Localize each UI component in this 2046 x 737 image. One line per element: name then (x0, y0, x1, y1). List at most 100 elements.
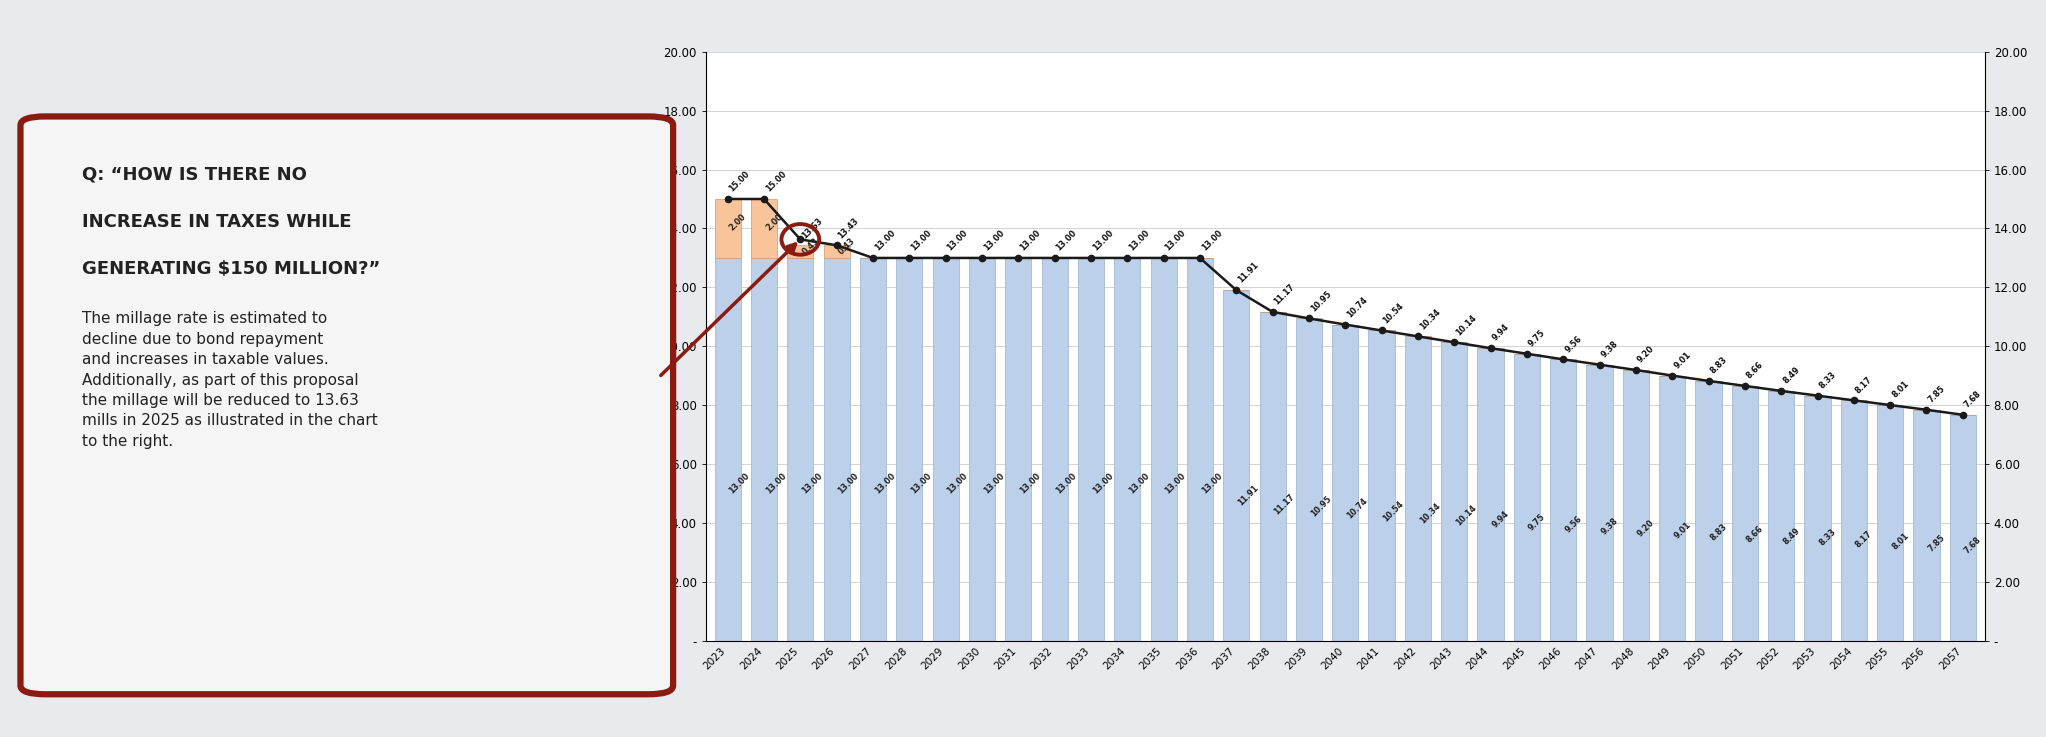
Text: 9.38: 9.38 (1600, 516, 1620, 536)
Text: 8.17: 8.17 (1854, 529, 1874, 550)
Text: 9.75: 9.75 (1526, 511, 1547, 532)
Text: 13.00: 13.00 (1199, 472, 1224, 495)
Text: 11.17: 11.17 (1273, 282, 1297, 307)
Bar (751, 199, 777, 258)
Bar (1841, 400, 1866, 641)
Text: 15.00: 15.00 (763, 170, 788, 194)
Text: GENERATING $150 MILLION?”: GENERATING $150 MILLION?” (82, 260, 381, 278)
Text: 10.54: 10.54 (1381, 301, 1406, 325)
Text: 10.95: 10.95 (1309, 495, 1334, 519)
Text: 11.91: 11.91 (1236, 483, 1260, 508)
Text: 8.01: 8.01 (1891, 380, 1911, 399)
Bar (1078, 258, 1105, 641)
Text: 8.33: 8.33 (1817, 370, 1837, 391)
Text: 2.00: 2.00 (763, 212, 784, 233)
Text: 10.34: 10.34 (1418, 307, 1442, 331)
Bar (1005, 258, 1031, 641)
Text: 9.20: 9.20 (1637, 344, 1655, 365)
Bar (1696, 381, 1721, 641)
Bar (1406, 336, 1430, 641)
Text: 7.68: 7.68 (1962, 535, 1983, 555)
Bar (1150, 258, 1176, 641)
Text: 9.20: 9.20 (1637, 518, 1655, 538)
Text: 13.00: 13.00 (874, 228, 896, 253)
Text: 13.00: 13.00 (800, 472, 825, 495)
Text: 9.56: 9.56 (1563, 334, 1584, 354)
Text: 7.85: 7.85 (1927, 384, 1948, 405)
Bar (1295, 318, 1322, 641)
Text: 13.00: 13.00 (908, 472, 933, 495)
Text: 10.14: 10.14 (1455, 312, 1479, 337)
Text: 13.00: 13.00 (1054, 472, 1078, 495)
Text: 8.66: 8.66 (1745, 360, 1766, 380)
Text: 13.00: 13.00 (874, 472, 896, 495)
Text: 13.00: 13.00 (982, 228, 1007, 253)
Text: The millage rate is estimated to
decline due to bond repayment
and increases in : The millage rate is estimated to decline… (82, 312, 379, 449)
Text: 8.83: 8.83 (1708, 355, 1729, 376)
Text: 7.68: 7.68 (1962, 389, 1983, 410)
Text: 8.49: 8.49 (1782, 366, 1803, 385)
Text: 7.85: 7.85 (1927, 533, 1948, 553)
Bar (825, 245, 849, 258)
Text: 10.54: 10.54 (1381, 499, 1406, 523)
Text: 0.43: 0.43 (837, 236, 857, 256)
Text: 13.00: 13.00 (1091, 472, 1115, 495)
Text: 13.00: 13.00 (982, 472, 1007, 495)
Bar (1659, 376, 1686, 641)
Bar (1115, 258, 1140, 641)
Bar (1950, 415, 1976, 641)
Text: 9.01: 9.01 (1672, 520, 1692, 540)
Text: 10.95: 10.95 (1309, 289, 1334, 313)
Bar (970, 258, 994, 641)
Text: 9.75: 9.75 (1526, 328, 1547, 349)
Text: 13.00: 13.00 (1127, 472, 1152, 495)
Bar (1551, 360, 1575, 641)
Bar (714, 199, 741, 258)
Text: 13.00: 13.00 (1127, 228, 1152, 253)
Text: 0.43: 0.43 (800, 236, 820, 256)
Text: 8.49: 8.49 (1782, 525, 1803, 546)
Text: 10.74: 10.74 (1346, 295, 1369, 319)
Bar (1260, 312, 1285, 641)
Text: 13.00: 13.00 (1199, 228, 1224, 253)
Text: 13.63: 13.63 (800, 216, 825, 240)
Bar (1622, 370, 1649, 641)
Text: 13.00: 13.00 (728, 472, 751, 495)
Bar (788, 258, 814, 641)
Bar (896, 258, 923, 641)
Bar (825, 258, 849, 641)
Bar (788, 245, 814, 258)
Text: 8.83: 8.83 (1708, 522, 1729, 542)
Text: 11.17: 11.17 (1273, 492, 1297, 516)
Bar (1586, 365, 1612, 641)
Bar (1876, 405, 1903, 641)
Bar (1768, 391, 1794, 641)
Text: 13.00: 13.00 (1019, 228, 1041, 253)
Text: 2.00: 2.00 (728, 212, 749, 233)
Bar (1041, 258, 1068, 641)
Bar (933, 258, 960, 641)
Bar (1514, 354, 1541, 641)
Bar (1332, 324, 1359, 641)
Bar (714, 258, 741, 641)
Bar (1369, 330, 1395, 641)
Text: 9.01: 9.01 (1672, 350, 1692, 370)
Text: 9.38: 9.38 (1600, 339, 1620, 360)
Text: 8.17: 8.17 (1854, 374, 1874, 395)
Text: 8.01: 8.01 (1891, 531, 1911, 551)
Bar (1913, 410, 1940, 641)
Text: 13.00: 13.00 (1091, 228, 1115, 253)
Text: 8.33: 8.33 (1817, 528, 1837, 548)
Bar (1805, 396, 1831, 641)
Text: 9.94: 9.94 (1492, 323, 1510, 343)
Text: 13.00: 13.00 (945, 228, 970, 253)
Text: 13.43: 13.43 (837, 216, 861, 240)
Bar (751, 258, 777, 641)
Bar (1187, 258, 1213, 641)
Text: 13.00: 13.00 (837, 472, 861, 495)
Text: 15.00: 15.00 (728, 170, 751, 194)
Text: 13.00: 13.00 (1054, 228, 1078, 253)
Text: 9.56: 9.56 (1563, 514, 1584, 534)
Bar (859, 258, 886, 641)
Text: Q: “HOW IS THERE NO: Q: “HOW IS THERE NO (82, 166, 307, 184)
